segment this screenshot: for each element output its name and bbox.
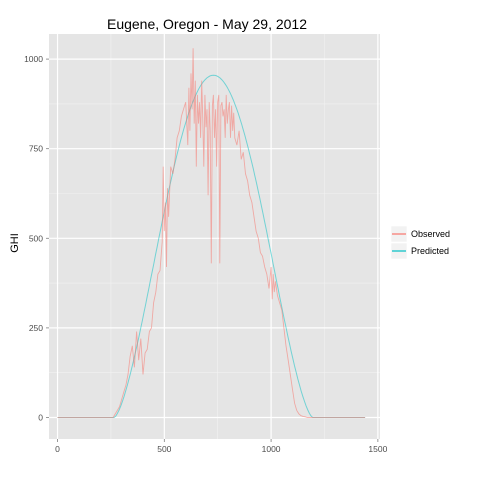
y-tick-label: 1000	[24, 54, 43, 64]
series-line-predicted	[57, 74, 366, 418]
series-line-observed	[57, 48, 366, 418]
y-axis: 0 250 500 750 1000	[24, 54, 49, 422]
plot-panel	[49, 34, 380, 439]
x-tick-label: 0	[55, 444, 60, 454]
x-tick-label: 1000	[262, 444, 281, 454]
x-axis: 0 500 1000 1500	[55, 439, 388, 454]
legend-label-predicted: Predicted	[411, 246, 449, 256]
x-tick-label: 500	[157, 444, 171, 454]
y-tick-label: 750	[29, 144, 43, 154]
y-tick-label: 0	[38, 412, 43, 422]
legend-label-observed: Observed	[411, 229, 450, 239]
chart-title: Eugene, Oregon - May 29, 2012	[107, 16, 307, 32]
y-tick-label: 500	[29, 233, 43, 243]
legend: Observed Predicted	[390, 225, 450, 260]
series-layer	[57, 48, 366, 418]
y-axis-label: GHI	[9, 233, 21, 253]
x-tick-label: 1500	[368, 444, 387, 454]
y-tick-label: 250	[29, 323, 43, 333]
